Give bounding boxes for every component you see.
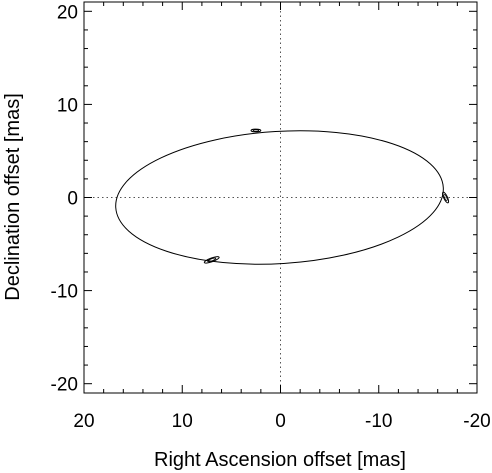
y-axis-ticks: 20 10 0 -10 -20 <box>51 2 477 396</box>
error-ellipse-inner <box>443 194 448 201</box>
error-ellipse-outer <box>203 256 220 264</box>
error-ellipse-outer <box>442 191 450 204</box>
x-tick-label: 10 <box>172 411 193 432</box>
orbit-layer <box>115 130 444 265</box>
x-axis-ticks: 20 10 0 -10 -20 <box>73 2 491 432</box>
y-tick-label: 20 <box>57 2 78 23</box>
x-tick-label: 20 <box>73 411 94 432</box>
y-tick-label: -20 <box>51 375 78 396</box>
y-tick-label: 0 <box>67 189 78 210</box>
y-axis-title: Declination offset [mas] <box>2 93 24 301</box>
error-ellipse-inner <box>252 129 260 132</box>
y-tick-label: -10 <box>51 282 78 303</box>
error-ellipse-inner <box>207 257 217 263</box>
error-ellipses <box>203 128 450 264</box>
x-tick-label: 0 <box>275 411 286 432</box>
reference-lines <box>84 2 477 393</box>
x-axis-title: Right Ascension offset [mas] <box>154 449 406 471</box>
y-tick-label: 10 <box>57 95 78 116</box>
error-ellipse-outer <box>250 128 262 133</box>
orbit-ellipse <box>115 130 444 265</box>
x-tick-label: -10 <box>365 411 392 432</box>
x-tick-label: -20 <box>463 411 490 432</box>
